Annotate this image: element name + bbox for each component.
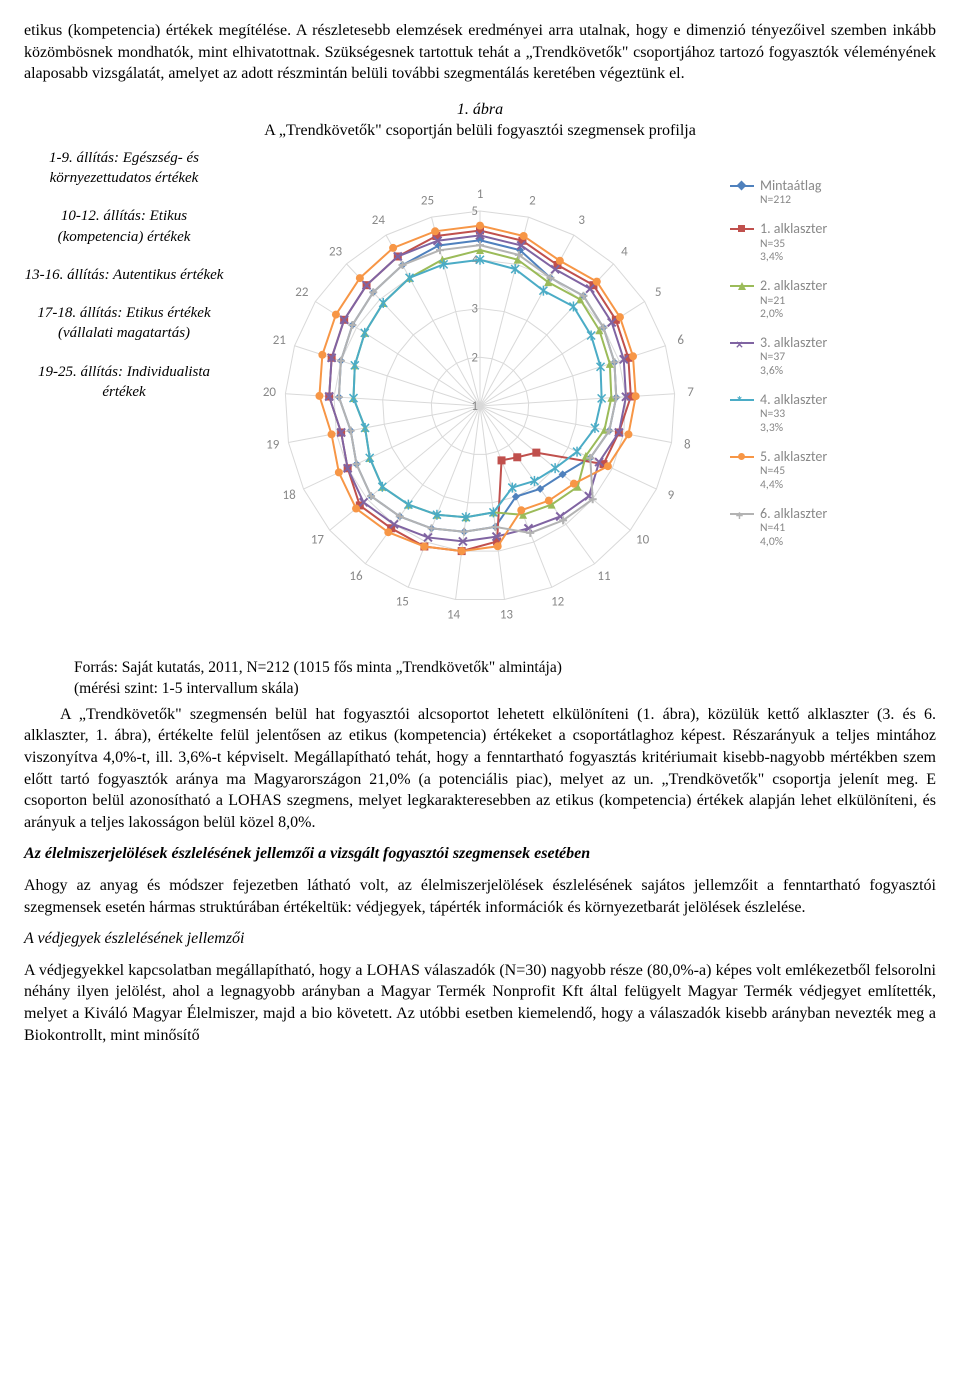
svg-text:2: 2 (471, 350, 478, 365)
svg-text:17: 17 (311, 533, 325, 548)
svg-text:24: 24 (372, 213, 386, 228)
svg-text:14: 14 (447, 607, 461, 622)
figure-left-notes: 1-9. állítás: Egészség- és környezettuda… (24, 148, 230, 420)
svg-text:3: 3 (578, 213, 585, 228)
legend-item: MintaátlagN=212 (730, 178, 910, 208)
svg-text:6: 6 (677, 333, 684, 348)
svg-text:7: 7 (687, 385, 694, 400)
svg-text:25: 25 (421, 194, 434, 209)
legend-item: 5. alklaszterN=454,4% (730, 449, 910, 492)
left-note: 1-9. állítás: Egészség- és környezettuda… (24, 148, 224, 189)
source-line: (mérési szint: 1-5 intervallum skála) (74, 680, 299, 697)
svg-text:20: 20 (263, 385, 277, 400)
legend-item: 1. alklaszterN=353,4% (730, 221, 910, 264)
svg-text:2: 2 (529, 194, 536, 209)
svg-text:11: 11 (597, 569, 610, 584)
subsection-heading: A védjegyek észlelésének jellemzői (24, 928, 936, 950)
svg-text:4: 4 (621, 244, 628, 259)
legend-item: *4. alklaszterN=333,3% (730, 392, 910, 435)
source-line: Forrás: Saját kutatás, 2011, N=212 (1015… (74, 659, 562, 676)
svg-text:5: 5 (655, 285, 662, 300)
svg-text:1: 1 (477, 187, 484, 202)
svg-text:12: 12 (551, 594, 565, 609)
svg-text:1: 1 (471, 399, 478, 414)
left-note: 17-18. állítás: Etikus értékek (vállalat… (24, 303, 224, 344)
svg-text:15: 15 (396, 594, 409, 609)
svg-text:16: 16 (349, 569, 363, 584)
figure-title: A „Trendkövetők" csoportján belüli fogya… (264, 122, 696, 139)
left-note: 13-16. állítás: Autentikus értékek (24, 265, 224, 285)
chart-legend: MintaátlagN=212 1. alklaszterN=353,4% 2. a… (730, 148, 910, 563)
body-paragraph: A „Trendkövetők" szegmensén belül hat fo… (24, 704, 936, 834)
left-note: 19-25. állítás: Individualista értékek (24, 362, 224, 403)
legend-item: ×3. alklaszterN=373,6% (730, 335, 910, 378)
section-heading: Az élelmiszerjelölések észlelésének jell… (24, 843, 936, 865)
svg-text:3: 3 (471, 301, 478, 316)
figure-row: 1-9. állítás: Egészség- és környezettuda… (24, 148, 936, 648)
svg-text:21: 21 (273, 333, 286, 348)
radar-chart: 1234567891011121314151617181920212223242… (230, 148, 730, 648)
figure-caption: 1. ábra A „Trendkövetők" csoportján belü… (24, 99, 936, 142)
svg-text:13: 13 (500, 607, 514, 622)
left-note: 10-12. állítás: Etikus (kompetencia) ért… (24, 206, 224, 247)
body-paragraph: A védjegyekkel kapcsolatban megállapítha… (24, 960, 936, 1046)
svg-text:18: 18 (282, 488, 296, 503)
svg-text:10: 10 (636, 533, 650, 548)
svg-text:22: 22 (295, 285, 309, 300)
body-paragraph: Ahogy az anyag és módszer fejezetben lát… (24, 875, 936, 918)
figure-source: Forrás: Saját kutatás, 2011, N=212 (1015… (74, 658, 936, 700)
legend-item: 2. alklaszterN=212,0% (730, 278, 910, 321)
svg-text:8: 8 (684, 438, 691, 453)
svg-text:9: 9 (668, 488, 675, 503)
figure-number: 1. ábra (457, 101, 503, 118)
svg-text:23: 23 (329, 244, 343, 259)
intro-paragraph: etikus (kompetencia) értékek megítélése.… (24, 20, 936, 85)
svg-text:19: 19 (266, 438, 280, 453)
legend-item: +6. alklaszterN=414,0% (730, 506, 910, 549)
svg-text:5: 5 (471, 204, 478, 219)
